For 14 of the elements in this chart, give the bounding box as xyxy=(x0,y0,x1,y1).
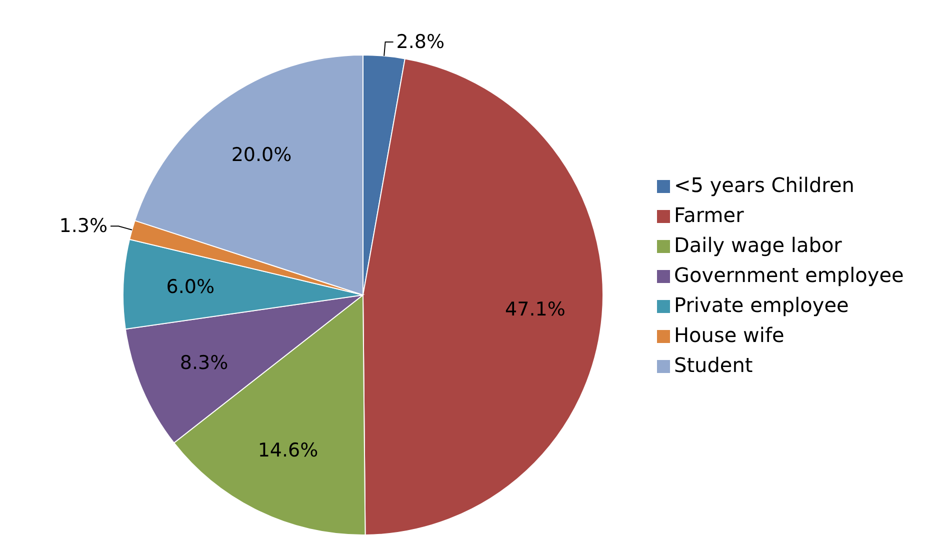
data-label: 47.1% xyxy=(505,298,566,320)
data-label: 1.3% xyxy=(59,215,108,238)
data-label: 20.0% xyxy=(231,144,292,166)
legend-label: Student xyxy=(674,353,753,377)
data-label: 6.0% xyxy=(166,276,215,298)
legend-label: Daily wage labor xyxy=(674,233,842,257)
legend-label: <5 years Children xyxy=(674,173,854,197)
data-label: 8.3% xyxy=(180,352,228,374)
legend-label: House wife xyxy=(674,323,784,347)
data-label: 14.6% xyxy=(258,440,318,462)
data-label: 2.8% xyxy=(396,30,445,53)
legend-label: Farmer xyxy=(674,203,744,227)
legend-label: Government employee xyxy=(674,263,904,287)
legend-label: Private employee xyxy=(674,293,849,317)
